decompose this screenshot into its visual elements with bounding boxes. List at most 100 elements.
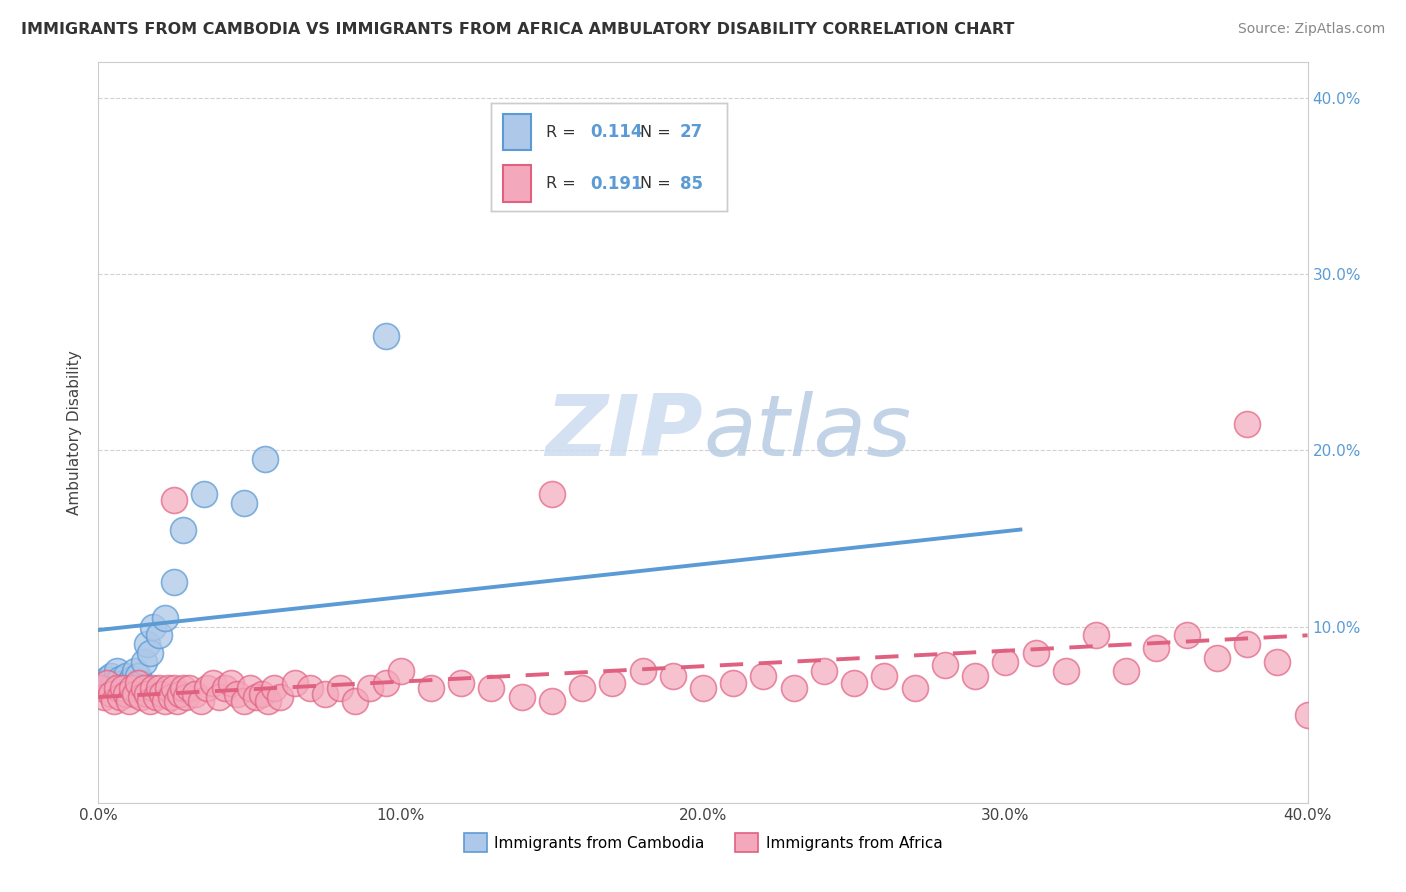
Point	[263, 681, 285, 696]
Point	[111, 676, 134, 690]
Point	[169, 686, 191, 700]
Y-axis label: Ambulatory Disability: Ambulatory Disability	[67, 351, 83, 515]
Point	[232, 496, 254, 510]
Point	[873, 669, 896, 683]
Point	[1175, 628, 1198, 642]
Point	[90, 676, 112, 690]
Point	[540, 487, 562, 501]
Legend: Immigrants from Cambodia, Immigrants from Africa: Immigrants from Cambodia, Immigrants fro…	[457, 827, 949, 858]
Point	[360, 681, 382, 696]
Point	[100, 686, 122, 700]
Point	[245, 690, 267, 704]
Point	[142, 619, 165, 633]
Point	[510, 169, 533, 184]
Point	[135, 637, 157, 651]
Point	[389, 664, 412, 678]
Point	[139, 693, 162, 707]
Point	[93, 676, 115, 690]
Point	[105, 681, 128, 696]
Point	[844, 676, 866, 690]
Point	[148, 681, 170, 696]
Point	[752, 669, 775, 683]
Point	[172, 681, 194, 696]
Point	[111, 681, 134, 696]
Point	[284, 676, 307, 690]
Point	[232, 693, 254, 707]
Point	[510, 690, 533, 704]
Point	[934, 658, 956, 673]
Text: IMMIGRANTS FROM CAMBODIA VS IMMIGRANTS FROM AFRICA AMBULATORY DISABILITY CORRELA: IMMIGRANTS FROM CAMBODIA VS IMMIGRANTS F…	[21, 22, 1015, 37]
Point	[121, 673, 143, 687]
Point	[121, 681, 143, 696]
Point	[150, 686, 173, 700]
Point	[602, 676, 624, 690]
Point	[179, 681, 201, 696]
Point	[239, 681, 262, 696]
Point	[195, 681, 218, 696]
Point	[114, 686, 136, 700]
Text: ZIP: ZIP	[546, 391, 703, 475]
Point	[723, 676, 745, 690]
Point	[783, 681, 806, 696]
Point	[692, 681, 714, 696]
Point	[184, 686, 207, 700]
Point	[127, 669, 149, 683]
Point	[1054, 664, 1077, 678]
Point	[221, 676, 243, 690]
Point	[374, 676, 396, 690]
Point	[103, 693, 125, 707]
Point	[1267, 655, 1289, 669]
Point	[166, 693, 188, 707]
Point	[202, 676, 225, 690]
Point	[420, 681, 443, 696]
Point	[256, 693, 278, 707]
Point	[132, 655, 155, 669]
Point	[299, 681, 322, 696]
Point	[190, 693, 212, 707]
Point	[100, 669, 122, 683]
Point	[208, 690, 231, 704]
Point	[571, 681, 593, 696]
Point	[135, 686, 157, 700]
Point	[661, 669, 683, 683]
Point	[329, 681, 352, 696]
Point	[148, 628, 170, 642]
Point	[124, 686, 146, 700]
Point	[132, 681, 155, 696]
Text: atlas: atlas	[703, 391, 911, 475]
Point	[96, 673, 118, 687]
Point	[813, 664, 835, 678]
Point	[156, 681, 179, 696]
Point	[163, 492, 186, 507]
Point	[269, 690, 291, 704]
Point	[994, 655, 1017, 669]
Point	[214, 681, 236, 696]
Point	[226, 686, 249, 700]
Point	[253, 452, 276, 467]
Point	[631, 664, 654, 678]
Point	[1115, 664, 1137, 678]
Point	[1024, 646, 1046, 660]
Point	[163, 681, 186, 696]
Point	[129, 676, 152, 690]
Point	[1206, 651, 1229, 665]
Point	[1236, 637, 1258, 651]
Point	[314, 686, 336, 700]
Point	[965, 669, 987, 683]
Point	[145, 690, 167, 704]
Point	[118, 676, 141, 690]
Point	[1236, 417, 1258, 431]
Point	[96, 676, 118, 690]
Point	[139, 646, 162, 660]
Point	[108, 690, 131, 704]
Point	[174, 690, 197, 704]
Point	[172, 523, 194, 537]
Point	[540, 693, 562, 707]
Point	[103, 676, 125, 690]
Point	[114, 669, 136, 683]
Point	[160, 690, 183, 704]
Point	[1296, 707, 1319, 722]
Point	[481, 681, 503, 696]
Point	[124, 664, 146, 678]
Point	[1144, 640, 1167, 655]
